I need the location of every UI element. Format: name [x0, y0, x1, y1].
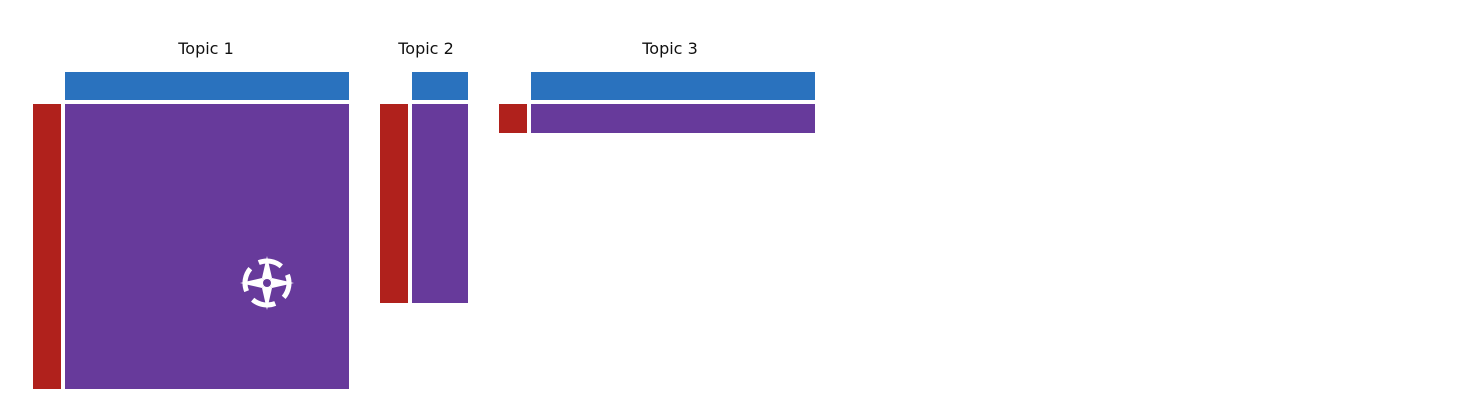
topic-2-column-bar: [412, 72, 468, 100]
topic-3-column-bar: [531, 72, 815, 100]
topic-1-column-bar: [65, 72, 349, 100]
topic-3-cell: [531, 104, 815, 133]
topic-1-row-bar: [33, 104, 61, 389]
topic-1-cell: [65, 104, 349, 389]
topic-1-title: Topic 1: [178, 39, 234, 58]
compass-icon[interactable]: [238, 254, 296, 312]
topic-2-row-bar: [380, 104, 408, 303]
topic-2-title: Topic 2: [398, 39, 454, 58]
topic-3-title: Topic 3: [642, 39, 698, 58]
topic-2-cell: [412, 104, 468, 303]
topic-3-row-bar: [499, 104, 527, 133]
